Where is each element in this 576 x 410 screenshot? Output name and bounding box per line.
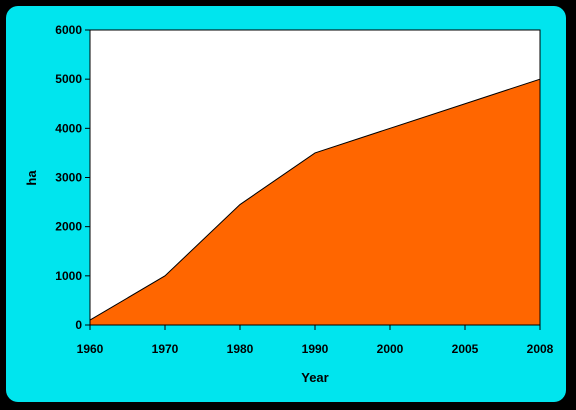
y-tick-label: 0: [75, 318, 82, 332]
y-tick-label: 1000: [55, 269, 82, 283]
y-axis-title: ha: [24, 170, 39, 186]
x-tick-label: 2008: [527, 342, 554, 356]
x-tick-label: 2000: [377, 342, 404, 356]
data-point-2005: [465, 103, 466, 104]
y-tick-label: 2000: [55, 220, 82, 234]
y-tick-label: 5000: [55, 72, 82, 86]
x-tick-label: 1990: [302, 342, 329, 356]
x-tick-label: 2005: [452, 342, 479, 356]
data-point-1980: [240, 204, 241, 205]
x-tick-label: 1960: [77, 342, 104, 356]
data-point-2000: [390, 128, 391, 129]
x-tick-label: 1980: [227, 342, 254, 356]
area-layer: [89, 78, 541, 326]
data-point-2008: [540, 79, 541, 80]
data-point-1990: [315, 152, 316, 153]
y-tick-label: 6000: [55, 23, 82, 37]
y-tick-label: 3000: [55, 171, 82, 185]
x-tick-labels: 1960 1970 1980 1990 2000 2005 2008: [77, 342, 554, 356]
data-point-1970: [165, 275, 166, 276]
area-series: [89, 78, 541, 326]
axes-layer: [85, 29, 541, 330]
x-axis-title: Year: [301, 370, 328, 385]
x-tick-label: 1970: [152, 342, 179, 356]
y-tick-labels: 0 1000 2000 3000 4000 5000 6000: [55, 23, 82, 332]
y-tick-label: 4000: [55, 121, 82, 135]
